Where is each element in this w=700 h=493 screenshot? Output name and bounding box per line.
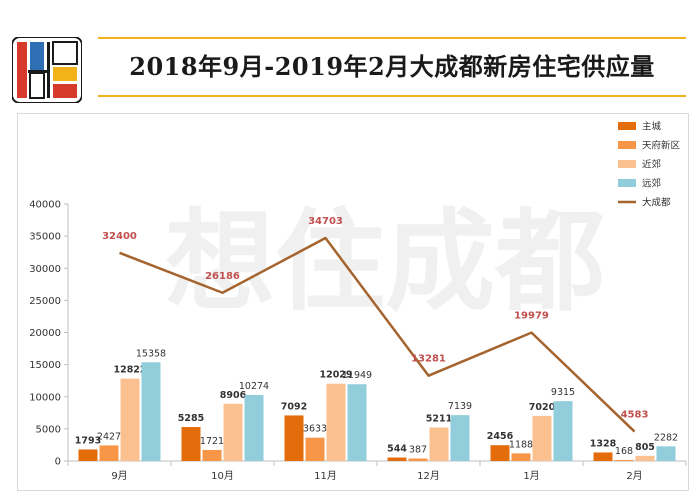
legend-label: 主城 xyxy=(642,121,662,133)
legend-label: 远郊 xyxy=(642,178,661,190)
bar xyxy=(532,415,552,461)
bar-data-label: 2282 xyxy=(654,432,678,443)
x-tick-label: 12月 xyxy=(417,470,440,482)
bar xyxy=(99,445,119,461)
bar-data-label: 168 xyxy=(615,446,633,457)
bar xyxy=(408,458,428,461)
bar xyxy=(305,437,325,461)
bar-data-label: 1328 xyxy=(590,438,617,449)
bar xyxy=(223,403,243,461)
bar-data-label: 1721 xyxy=(200,436,224,447)
watermark: 想住成都 xyxy=(165,198,605,326)
bar xyxy=(553,401,573,461)
bar-data-label: 2427 xyxy=(97,431,121,442)
bar xyxy=(635,455,655,461)
bar-data-label: 7092 xyxy=(281,401,307,412)
bar-data-label: 2456 xyxy=(487,431,514,442)
bar xyxy=(347,384,367,461)
x-tick-label: 11月 xyxy=(314,470,337,482)
y-tick-label: 0 xyxy=(55,457,61,468)
bar xyxy=(78,449,98,461)
bar xyxy=(387,457,407,461)
bar-data-label: 3633 xyxy=(303,424,327,435)
legend-swatch xyxy=(618,160,636,168)
x-tick-label: 1月 xyxy=(523,470,539,482)
y-tick-label: 10000 xyxy=(29,392,61,403)
header: 2018年9月-2019年2月大成都新房住宅供应量 xyxy=(0,0,700,112)
bar-data-label: 10274 xyxy=(239,381,269,392)
bar-data-label: 12029 xyxy=(319,370,352,381)
line-series xyxy=(119,236,636,433)
bar xyxy=(511,453,531,461)
bar xyxy=(141,362,161,461)
legend-swatch xyxy=(618,122,636,130)
bar-data-label: 7020 xyxy=(529,402,556,413)
bar xyxy=(244,394,264,461)
bar-data-label: 805 xyxy=(635,442,655,453)
bar-data-label: 5211 xyxy=(426,414,452,425)
header-rule-top xyxy=(98,37,686,39)
bar-data-label: 5285 xyxy=(178,413,204,424)
bar xyxy=(326,383,346,461)
chart-bars: 1793 5285 7092 544 2456 1328 2427 1721 3633 387 11… xyxy=(75,348,678,461)
legend-label: 大成都 xyxy=(642,197,671,209)
y-tick-label: 25000 xyxy=(29,296,61,307)
line-data-label: 26186 xyxy=(205,271,240,282)
bar-data-label: 12822 xyxy=(113,365,146,376)
legend-label: 天府新区 xyxy=(642,140,681,152)
x-tick-label: 10月 xyxy=(211,470,234,482)
y-tick-label: 20000 xyxy=(29,328,61,339)
bar xyxy=(490,445,510,461)
bar-data-label: 1793 xyxy=(75,435,101,446)
bar-data-label: 1188 xyxy=(509,439,533,450)
chart-axes: 0 5000 10000 15000 20000 25000 30000 35000 40000… xyxy=(29,200,687,482)
line-data-label: 32400 xyxy=(102,231,137,242)
chart-lines: 32400 26186 34703 13281 19979 4583 xyxy=(102,216,649,433)
bar-data-label: 387 xyxy=(409,445,427,456)
x-tick-label: 2月 xyxy=(626,470,642,482)
line-data-label: 19979 xyxy=(514,311,549,322)
bar xyxy=(656,446,676,461)
logo-icon xyxy=(12,37,82,103)
bar-data-label: 9315 xyxy=(551,387,575,398)
y-tick-label: 5000 xyxy=(36,424,61,435)
legend-swatch xyxy=(618,179,636,187)
y-tick-label: 30000 xyxy=(29,264,61,275)
bar xyxy=(593,452,613,461)
bar xyxy=(120,378,140,461)
legend-swatch xyxy=(618,141,636,149)
line-data-label: 13281 xyxy=(411,354,446,365)
line-data-label: 34703 xyxy=(308,216,343,227)
bar xyxy=(181,427,201,461)
x-tick-label: 9月 xyxy=(111,470,127,482)
bar-data-label: 11949 xyxy=(342,370,372,381)
y-tick-label: 15000 xyxy=(29,360,61,371)
bar-data-label: 7139 xyxy=(448,401,472,412)
page-title: 2018年9月-2019年2月大成都新房住宅供应量 xyxy=(129,52,655,81)
bar xyxy=(429,427,449,461)
bar-data-label: 15358 xyxy=(136,348,166,359)
bar-data-label: 8906 xyxy=(220,390,247,401)
y-tick-label: 40000 xyxy=(29,200,61,211)
bar xyxy=(450,415,470,461)
line-data-label: 4583 xyxy=(621,410,649,421)
legend-label: 近郊 xyxy=(642,159,661,171)
bar xyxy=(284,415,304,461)
bar xyxy=(614,459,634,461)
bar-data-label: 544 xyxy=(387,444,407,455)
header-rule-bottom xyxy=(98,95,686,97)
y-tick-label: 35000 xyxy=(29,232,61,243)
bar xyxy=(202,449,222,461)
